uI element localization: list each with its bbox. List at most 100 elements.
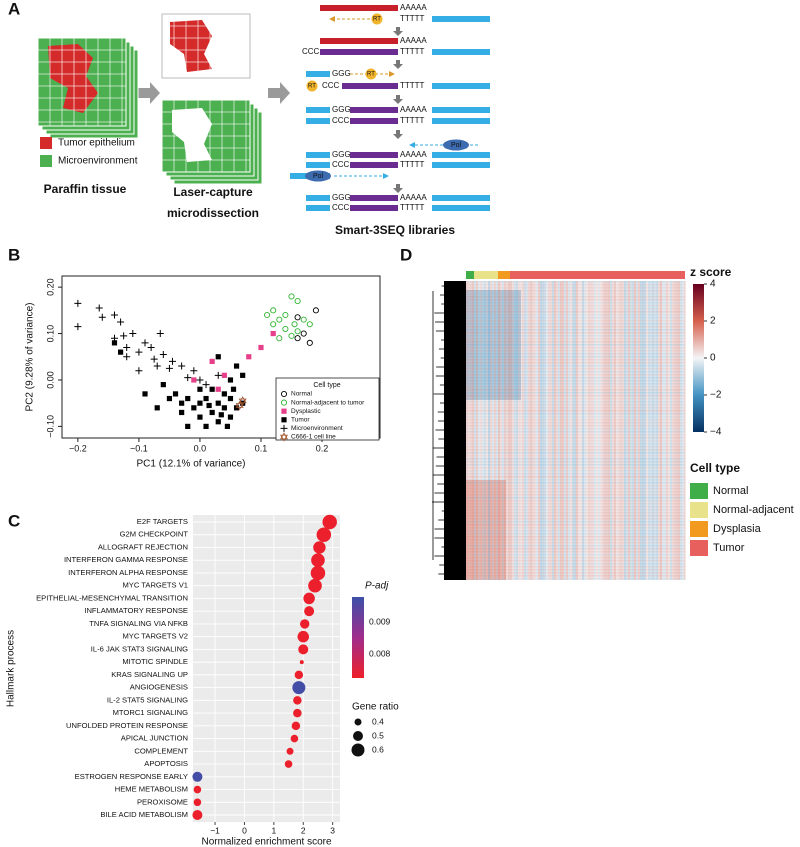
point <box>141 339 149 347</box>
point <box>190 367 198 375</box>
sequence-label: TTTTT <box>400 160 425 169</box>
heatmap-texture <box>466 536 685 538</box>
heatmap-texture <box>662 281 664 580</box>
heatmap-texture <box>466 284 685 286</box>
y-tick-label: ALLOGRAFT REJECTION <box>98 542 188 551</box>
heatmap-texture <box>594 281 596 580</box>
heatmap-texture <box>466 413 685 415</box>
point <box>264 311 271 319</box>
legend-marker <box>281 417 287 423</box>
size-key <box>354 718 362 726</box>
strand <box>350 162 398 168</box>
heatmap-texture <box>508 281 510 580</box>
strand <box>432 49 490 55</box>
heatmap-texture <box>654 281 656 580</box>
heatmap-texture <box>646 281 648 580</box>
point <box>117 349 124 355</box>
strand <box>432 195 490 201</box>
point <box>95 304 103 312</box>
strand <box>432 16 490 22</box>
heatmap-texture <box>466 467 685 469</box>
point <box>202 381 210 389</box>
point <box>227 377 234 383</box>
point <box>270 330 276 337</box>
point <box>218 412 224 418</box>
point <box>224 423 231 429</box>
size-key <box>351 743 365 757</box>
dot <box>290 734 299 743</box>
sequence-label: TTTTT <box>400 14 425 23</box>
heatmap-texture <box>466 386 685 388</box>
heatmap-texture <box>534 281 536 580</box>
sequence-label: AAAAA <box>400 150 427 159</box>
heatmap-texture <box>466 401 685 403</box>
heatmap-texture <box>642 281 644 580</box>
heatmap-texture <box>542 281 544 580</box>
heatmap-texture <box>466 350 685 352</box>
heatmap-texture <box>466 533 685 535</box>
enzyme-label: RT <box>367 72 375 78</box>
heatmap-texture <box>550 281 552 580</box>
heatmap-texture <box>552 281 554 580</box>
enzyme-label: RT <box>373 17 381 23</box>
panel-label: D <box>400 245 412 264</box>
point <box>147 343 155 351</box>
heatmap-texture <box>466 518 685 520</box>
strand <box>350 195 398 201</box>
heatmap-texture <box>466 362 685 364</box>
y-tick-label: PEROXISOME <box>137 797 188 806</box>
heatmap-texture <box>602 281 604 580</box>
heatmap-texture <box>584 281 586 580</box>
tissue-frame <box>161 13 251 79</box>
point <box>282 311 289 319</box>
heatmap-texture <box>554 281 556 580</box>
heatmap-texture <box>466 461 685 463</box>
heatmap-texture <box>466 431 685 433</box>
point <box>235 400 244 411</box>
dot <box>298 644 309 655</box>
heatmap-texture <box>600 281 602 580</box>
point <box>312 307 319 314</box>
heatmap-texture <box>566 281 568 580</box>
heatmap-texture <box>466 305 685 307</box>
point <box>168 357 176 365</box>
point <box>110 334 118 342</box>
y-tick-label: ESTROGEN RESPONSE EARLY <box>75 772 188 781</box>
point <box>154 405 160 411</box>
heatmap-texture <box>588 281 590 580</box>
heatmap-texture <box>466 443 685 445</box>
heatmap-texture <box>640 281 642 580</box>
heatmap-texture <box>466 479 685 481</box>
legend-label: Normal <box>713 485 748 497</box>
strand <box>432 83 490 89</box>
heatmap-texture <box>630 281 632 580</box>
point <box>179 409 185 416</box>
strand <box>320 49 398 55</box>
legend-swatch <box>690 540 708 556</box>
heatmap-texture <box>466 578 685 580</box>
heatmap-texture <box>616 281 618 580</box>
heatmap-texture <box>494 281 496 580</box>
point <box>129 330 137 338</box>
heatmap-texture <box>466 383 685 385</box>
heatmap-texture <box>466 323 685 325</box>
colorbar-label: 4 <box>710 279 716 290</box>
point <box>221 372 227 378</box>
heatmap-texture <box>570 281 572 580</box>
point <box>197 400 203 406</box>
point <box>74 299 82 307</box>
dot <box>304 606 315 617</box>
point <box>191 377 197 383</box>
point <box>215 419 221 425</box>
colorbar-label: 0.009 <box>369 617 391 627</box>
step-arrow <box>393 130 403 139</box>
point <box>288 332 295 339</box>
point <box>123 353 131 361</box>
dot <box>299 660 304 665</box>
y-tick-label: INFLAMMATORY RESPONSE <box>84 606 188 615</box>
point <box>306 339 313 346</box>
y-tick-label: COMPLEMENT <box>134 746 188 755</box>
strand <box>306 152 330 158</box>
heatmap-texture <box>506 281 508 580</box>
colorbar-title: z score <box>690 265 732 279</box>
